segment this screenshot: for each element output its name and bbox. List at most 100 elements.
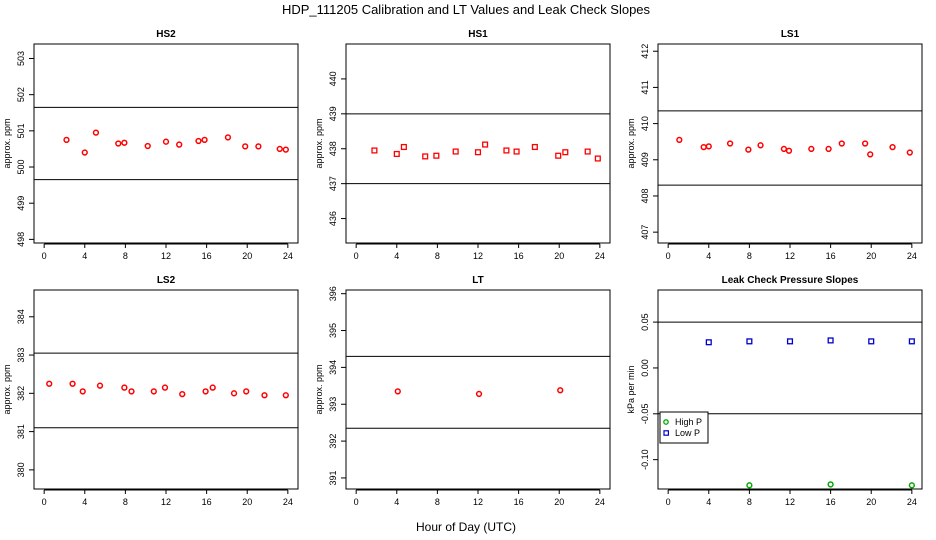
y-tick-label: 407 bbox=[640, 225, 650, 240]
y-tick-label: 393 bbox=[328, 397, 338, 412]
data-point bbox=[867, 151, 874, 158]
x-axis-label: Hour of Day (UTC) bbox=[416, 520, 516, 534]
data-point bbox=[785, 147, 793, 154]
y-tick-label: 437 bbox=[328, 176, 338, 191]
data-point bbox=[176, 141, 183, 148]
x-tick-label: 24 bbox=[595, 497, 605, 507]
x-tick-label: 4 bbox=[394, 251, 399, 261]
data-point bbox=[433, 152, 440, 159]
panel-3: LS1 0 4 8 12 16 20 24 407 408 409 410 411 412 approx. … bbox=[626, 29, 923, 261]
x-tick-label: 8 bbox=[435, 251, 440, 261]
data-point bbox=[96, 382, 104, 389]
y-tick-label: 439 bbox=[328, 106, 338, 121]
data-point bbox=[594, 155, 601, 162]
x-tick-label: 20 bbox=[554, 251, 564, 261]
data-point bbox=[282, 392, 289, 399]
y-tick-label: 502 bbox=[16, 87, 26, 102]
data-point bbox=[757, 142, 764, 149]
x-tick-label: 20 bbox=[242, 251, 252, 261]
x-tick-label: 20 bbox=[866, 497, 876, 507]
data-point bbox=[422, 153, 429, 160]
data-point bbox=[705, 339, 712, 346]
data-point bbox=[202, 388, 209, 395]
legend-label: Low P bbox=[675, 428, 700, 438]
data-point bbox=[400, 143, 407, 151]
data-point bbox=[179, 390, 186, 398]
data-point bbox=[79, 388, 86, 395]
x-tick-label: 4 bbox=[394, 497, 399, 507]
y-tick-label: 0.00 bbox=[640, 359, 650, 377]
data-point bbox=[474, 149, 482, 156]
y-tick-label: 408 bbox=[640, 188, 650, 203]
x-tick-label: 0 bbox=[666, 497, 671, 507]
panel-title: HS1 bbox=[468, 29, 488, 40]
data-point bbox=[503, 147, 510, 154]
y-axis-label: approx. ppm bbox=[2, 364, 12, 414]
data-point bbox=[827, 337, 834, 344]
x-tick-label: 0 bbox=[42, 251, 47, 261]
x-tick-label: 16 bbox=[514, 251, 524, 261]
data-point bbox=[201, 136, 208, 144]
page-title: HDP_111205 Calibration and LT Values and… bbox=[282, 2, 651, 17]
x-tick-label: 12 bbox=[785, 497, 795, 507]
data-point bbox=[371, 147, 378, 154]
plot-frame bbox=[657, 289, 923, 490]
plot-frame bbox=[657, 43, 923, 244]
x-tick-label: 24 bbox=[907, 497, 917, 507]
data-point bbox=[555, 152, 562, 159]
panel-title: Leak Check Pressure Slopes bbox=[722, 275, 859, 286]
data-point bbox=[746, 338, 753, 345]
data-point bbox=[838, 140, 845, 147]
data-point bbox=[393, 150, 400, 158]
data-point bbox=[162, 138, 170, 145]
panel-title: LS2 bbox=[157, 275, 176, 286]
data-point bbox=[242, 143, 249, 150]
data-point bbox=[705, 143, 712, 150]
y-tick-label: 381 bbox=[16, 424, 26, 439]
y-tick-label: 391 bbox=[328, 470, 338, 485]
data-point bbox=[827, 481, 834, 488]
x-tick-label: 16 bbox=[826, 497, 836, 507]
legend-label: High P bbox=[675, 417, 702, 427]
data-point bbox=[144, 142, 151, 150]
x-tick-label: 4 bbox=[82, 497, 87, 507]
data-point bbox=[243, 388, 250, 395]
x-tick-label: 16 bbox=[514, 497, 524, 507]
data-point bbox=[230, 390, 238, 397]
data-point bbox=[482, 141, 489, 148]
y-axis-label: approx. ppm bbox=[314, 118, 324, 168]
x-tick-label: 16 bbox=[202, 497, 212, 507]
data-point bbox=[121, 139, 128, 146]
data-point bbox=[261, 392, 268, 399]
y-axis-label: approx. ppm bbox=[626, 118, 636, 168]
y-tick-label: 498 bbox=[16, 232, 26, 247]
data-point bbox=[224, 134, 232, 141]
y-axis-label: approx. ppm bbox=[314, 364, 324, 414]
y-axis-label: kPa per min bbox=[626, 365, 636, 413]
x-tick-label: 0 bbox=[354, 251, 359, 261]
y-tick-label: 382 bbox=[16, 386, 26, 401]
y-tick-label: 410 bbox=[640, 116, 650, 131]
x-tick-label: 24 bbox=[907, 251, 917, 261]
data-point bbox=[209, 384, 216, 391]
x-tick-label: 8 bbox=[747, 251, 752, 261]
data-point bbox=[128, 388, 135, 395]
x-tick-label: 12 bbox=[473, 251, 483, 261]
x-tick-label: 24 bbox=[283, 497, 293, 507]
data-point bbox=[861, 140, 869, 147]
x-tick-label: 4 bbox=[706, 497, 711, 507]
y-tick-label: 438 bbox=[328, 141, 338, 156]
data-point bbox=[745, 146, 752, 153]
panel-5: LT 0 4 8 12 16 20 24 391 392 393 394 395 396 approx. p… bbox=[314, 275, 611, 507]
y-tick-label: 384 bbox=[16, 309, 26, 324]
x-tick-label: 16 bbox=[826, 251, 836, 261]
data-point bbox=[700, 143, 707, 151]
data-point bbox=[906, 149, 913, 156]
x-tick-label: 20 bbox=[866, 251, 876, 261]
data-point bbox=[255, 143, 262, 150]
panel-title: HS2 bbox=[156, 29, 176, 40]
y-tick-label: 392 bbox=[328, 434, 338, 449]
data-point bbox=[150, 388, 157, 395]
legend-box bbox=[659, 411, 709, 444]
